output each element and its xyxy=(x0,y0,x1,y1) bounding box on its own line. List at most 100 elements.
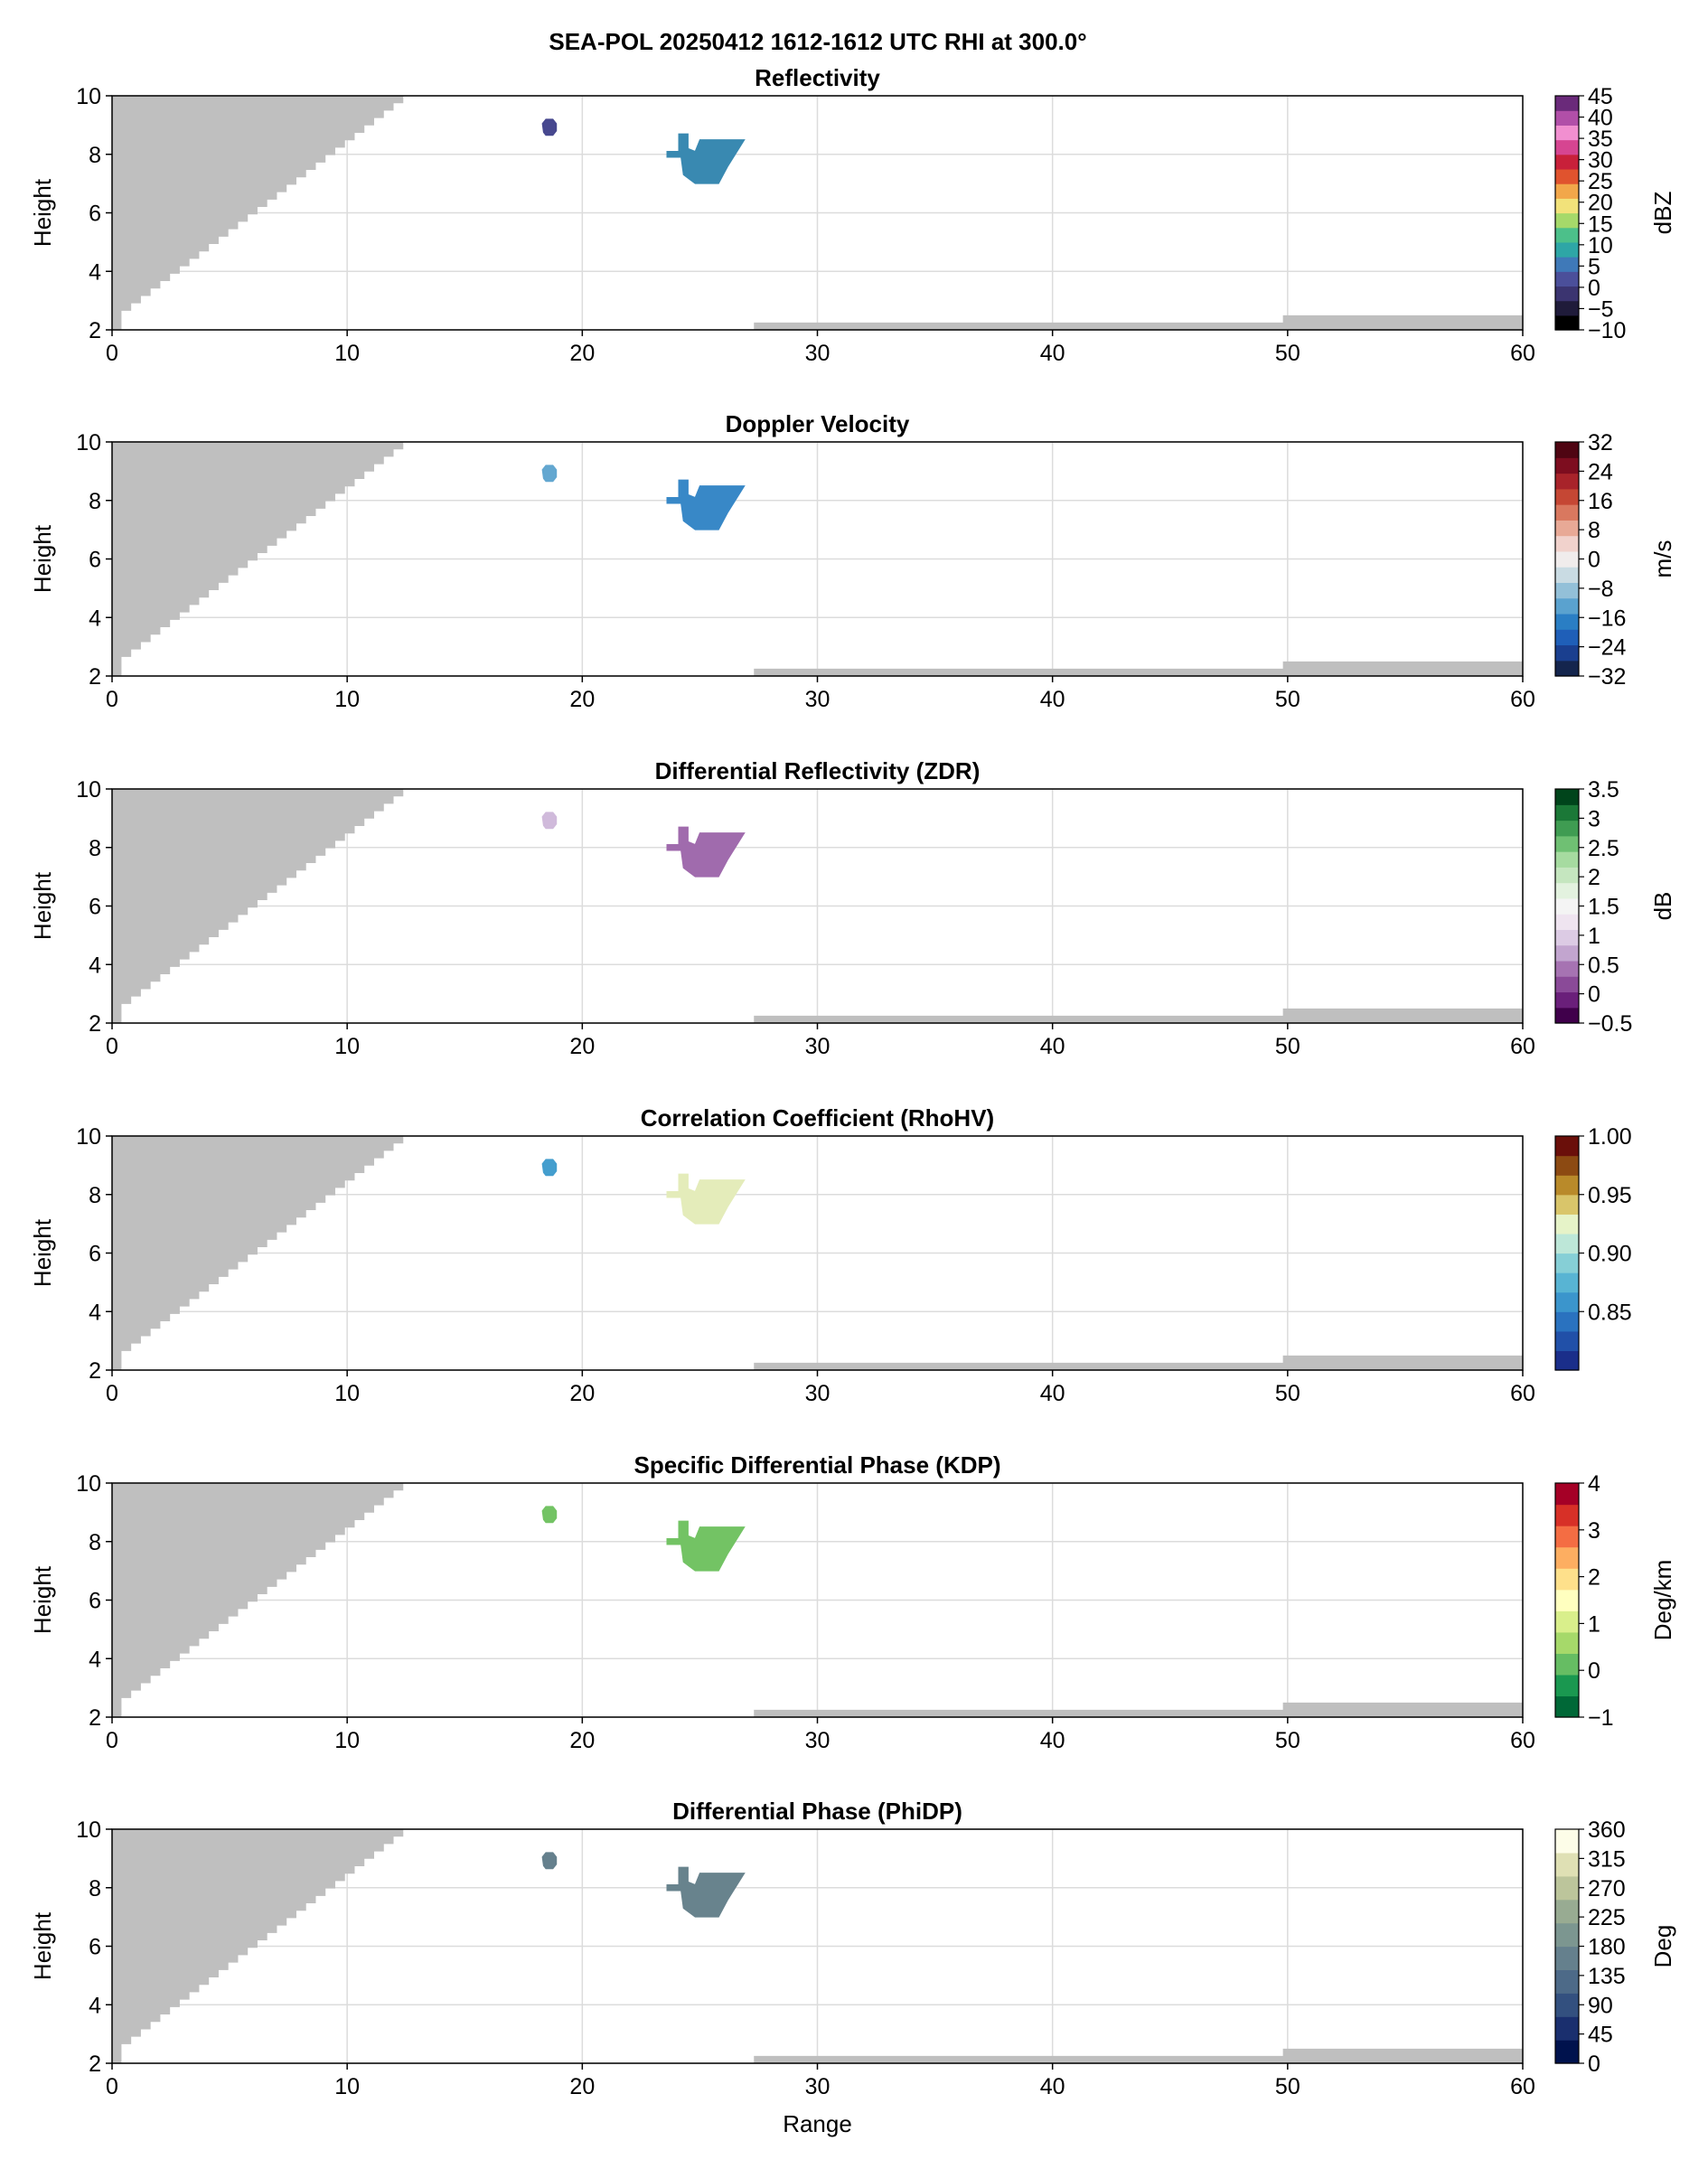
y-tick-label: 6 xyxy=(89,1589,101,1614)
colorbar-tick-label: 3 xyxy=(1588,806,1600,831)
colorbar-segment xyxy=(1555,139,1579,155)
colorbar-segment xyxy=(1555,473,1579,490)
y-tick-label: 10 xyxy=(76,430,101,455)
colorbar-segment xyxy=(1555,457,1579,474)
x-tick-label: 0 xyxy=(106,1728,118,1753)
y-tick-label: 2 xyxy=(89,1011,101,1037)
blind-wedge-mask xyxy=(112,96,414,330)
y-tick-label: 8 xyxy=(89,1183,101,1208)
colorbar-tick-label: −8 xyxy=(1588,577,1614,602)
echo-cell xyxy=(541,1159,558,1177)
colorbar-tick-label: 0.85 xyxy=(1588,1300,1632,1325)
x-tick-label: 20 xyxy=(569,1034,595,1059)
colorbar-tick-label: −0.5 xyxy=(1588,1011,1632,1037)
panel-title: Differential Reflectivity (ZDR) xyxy=(654,757,981,784)
x-tick-label: 60 xyxy=(1510,1728,1535,1753)
colorbar-tick-label: 1.5 xyxy=(1588,895,1619,920)
y-axis-label: Height xyxy=(29,871,56,940)
colorbar-segment xyxy=(1555,257,1579,272)
colorbar-tick-label: 225 xyxy=(1588,1905,1626,1930)
x-tick-label: 40 xyxy=(1040,1034,1065,1059)
colorbar-tick-label: 0 xyxy=(1588,548,1600,573)
colorbar-tick-label: 32 xyxy=(1588,430,1613,455)
colorbar-segment xyxy=(1555,835,1579,852)
y-tick-label: 4 xyxy=(89,953,101,978)
colorbar-segment xyxy=(1555,613,1579,630)
panel-2: 0 10 20 30 40 50 60246810Height−32−24−16−80816… xyxy=(29,430,1676,712)
colorbar-segment xyxy=(1555,1175,1579,1196)
panel-1: 0 10 20 30 40 50 60246810Height−10−50510152025… xyxy=(29,84,1676,366)
colorbar-tick-label: 25 xyxy=(1588,169,1613,194)
panel-title: Correlation Coefficient (RhoHV) xyxy=(640,1104,995,1131)
colorbar-tick-label: 20 xyxy=(1588,191,1613,216)
x-tick-label: 60 xyxy=(1510,1034,1535,1059)
x-tick-label: 40 xyxy=(1040,687,1065,712)
colorbar-tick-label: 0 xyxy=(1588,2052,1600,2077)
y-tick-label: 4 xyxy=(89,1300,101,1325)
x-tick-label: 50 xyxy=(1275,687,1300,712)
colorbar-tick-label: 24 xyxy=(1588,459,1613,484)
colorbar-tick-label: 0 xyxy=(1588,982,1600,1008)
x-tick-label: 50 xyxy=(1275,1728,1300,1753)
colorbar-label: dBZ xyxy=(1649,192,1676,235)
y-axis-label: Height xyxy=(29,1911,56,1980)
colorbar-tick-label: 2.5 xyxy=(1588,836,1619,861)
y-tick-label: 4 xyxy=(89,1993,101,2018)
colorbar-label: m/s xyxy=(1649,540,1676,578)
x-tick-label: 10 xyxy=(334,1034,360,1059)
x-tick-label: 40 xyxy=(1040,1381,1065,1406)
colorbar-segment xyxy=(1555,897,1579,915)
colorbar-segment xyxy=(1555,882,1579,899)
colorbar-tick-label: 0 xyxy=(1588,276,1600,301)
y-tick-label: 8 xyxy=(89,1530,101,1555)
y-axis-label: Height xyxy=(29,524,56,593)
colorbar-segment xyxy=(1555,644,1579,662)
colorbar-frame xyxy=(1554,95,1580,331)
colorbar-segment xyxy=(1555,1946,1579,1970)
echo-cell xyxy=(541,1852,558,1870)
y-tick-label: 2 xyxy=(89,2052,101,2077)
y-axis-label: Height xyxy=(29,1565,56,1634)
colorbar-tick-label: 90 xyxy=(1588,1993,1613,2018)
blind-wedge-mask xyxy=(112,789,414,1023)
colorbar-segment xyxy=(1555,1272,1579,1293)
x-tick-label: 50 xyxy=(1275,1034,1300,1059)
ground-clutter-mask xyxy=(754,1008,1523,1023)
colorbar-segment xyxy=(1555,1136,1579,1157)
colorbar-segment xyxy=(1555,1852,1579,1877)
colorbar-segment xyxy=(1555,1311,1579,1332)
ground-clutter-mask xyxy=(754,1702,1523,1717)
x-tick-label: 20 xyxy=(569,341,595,366)
echo-cell xyxy=(666,1173,746,1225)
x-tick-label: 0 xyxy=(106,341,118,366)
colorbar-tick-label: 2 xyxy=(1588,865,1600,890)
colorbar-label: Deg/km xyxy=(1649,1560,1676,1641)
colorbar-segment xyxy=(1555,1253,1579,1273)
y-tick-label: 10 xyxy=(76,777,101,803)
colorbar-segment xyxy=(1555,804,1579,822)
y-tick-label: 10 xyxy=(76,84,101,109)
colorbar-segment xyxy=(1555,1589,1579,1611)
blind-wedge-mask xyxy=(112,442,414,676)
panel-title: Specific Differential Phase (KDP) xyxy=(633,1451,1001,1479)
colorbar-tick-label: 0.90 xyxy=(1588,1242,1632,1267)
x-tick-label: 10 xyxy=(334,687,360,712)
colorbar-segment xyxy=(1555,183,1579,199)
x-tick-label: 0 xyxy=(106,1034,118,1059)
echo-cell xyxy=(666,479,746,531)
colorbar-segment xyxy=(1555,125,1579,141)
colorbar-tick-label: −32 xyxy=(1588,664,1626,690)
x-tick-label: 20 xyxy=(569,2074,595,2099)
colorbar-segment xyxy=(1555,1653,1579,1676)
y-tick-label: 8 xyxy=(89,489,101,514)
colorbar-tick-label: 4 xyxy=(1588,1471,1600,1497)
colorbar-segment xyxy=(1555,110,1579,126)
colorbar-tick-label: −16 xyxy=(1588,606,1626,631)
y-axis-label: Height xyxy=(29,1218,56,1287)
colorbar-tick-label: 1 xyxy=(1588,924,1600,949)
y-tick-label: 6 xyxy=(89,548,101,573)
colorbar-segment xyxy=(1555,1631,1579,1654)
echo-cell xyxy=(541,1506,558,1524)
panel-title: Differential Phase (PhiDP) xyxy=(672,1798,962,1825)
colorbar-segment xyxy=(1555,629,1579,646)
